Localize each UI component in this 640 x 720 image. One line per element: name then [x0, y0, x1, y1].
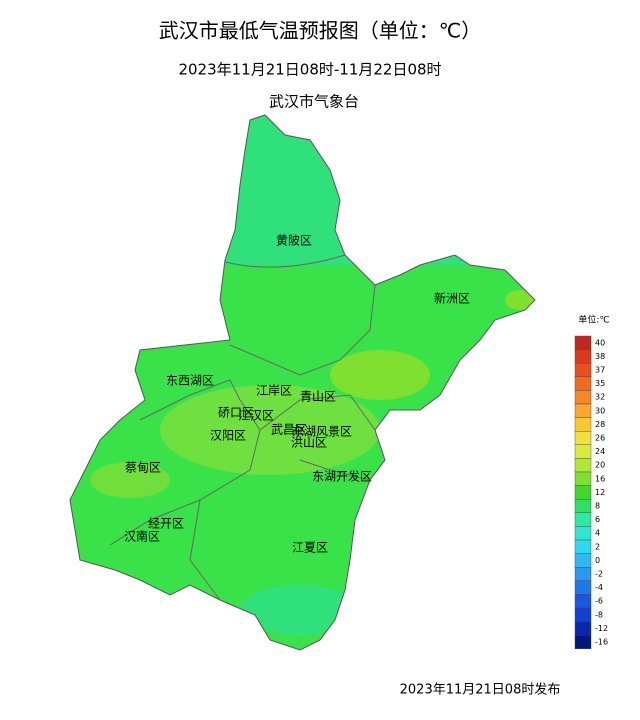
- legend-label: 20: [595, 461, 605, 470]
- legend-label: 0: [595, 556, 600, 565]
- legend-label: 16: [595, 474, 605, 483]
- district-label: 江岸区: [256, 384, 292, 398]
- legend-label: 26: [595, 434, 605, 443]
- legend-swatch: [574, 553, 592, 568]
- district-label: 汉南区: [124, 529, 160, 544]
- district-label: 经开区: [148, 517, 184, 531]
- legend-label: 30: [595, 406, 605, 415]
- legend-label: 37: [595, 366, 605, 375]
- legend-swatch: [574, 417, 592, 432]
- legend-swatch: [574, 526, 592, 541]
- legend-label: 28: [595, 420, 605, 429]
- legend-label: -8: [595, 610, 603, 619]
- legend-label: 35: [595, 379, 605, 388]
- legend-title: 单位:℃: [578, 314, 609, 326]
- district-label: 黄陂区: [276, 233, 312, 248]
- district-label: 武昌区: [271, 423, 307, 437]
- legend-label: 32: [595, 393, 605, 402]
- district-label: 汉阳区: [210, 429, 246, 443]
- district-borders: [109, 254, 376, 601]
- district-label: 青山区: [300, 390, 336, 404]
- issuer: 武汉市气象台: [269, 93, 359, 111]
- footer: 2023年11月21日08时发布: [400, 682, 561, 698]
- legend-swatch: [574, 403, 592, 418]
- legend-swatch: [574, 607, 592, 622]
- legend-swatch: [574, 512, 592, 527]
- subtitle: 2023年11月21日08时-11月22日08时: [178, 61, 441, 79]
- legend-swatch: [574, 485, 592, 500]
- legend-label: -16: [595, 638, 608, 647]
- legend-swatch: [574, 390, 592, 405]
- legend-label: 12: [595, 488, 605, 497]
- legend-swatch: [574, 567, 592, 582]
- legend-swatch: [574, 431, 592, 446]
- district-label: 东湖开发区: [312, 469, 372, 484]
- legend-swatch: [574, 349, 592, 364]
- legend-swatch: [574, 539, 592, 554]
- legend-swatch: [574, 363, 592, 378]
- district-label: 洪山区: [291, 436, 327, 450]
- legend-label: 2: [595, 542, 600, 551]
- legend-label: 8: [595, 502, 600, 511]
- district-label: 东西湖区: [166, 373, 214, 388]
- title: 武汉市最低气温预报图（单位：℃）: [159, 19, 481, 43]
- legend-swatch: [574, 594, 592, 609]
- district-label: 江汉区: [238, 409, 274, 423]
- legend-swatch: [574, 499, 592, 514]
- legend-swatch: [574, 471, 592, 486]
- legend-swatch: [574, 444, 592, 459]
- legend-label: 38: [595, 352, 605, 361]
- legend-label: -6: [595, 597, 603, 606]
- legend-label: -2: [595, 570, 603, 579]
- legend-swatch: [574, 621, 592, 636]
- district-label: 新洲区: [434, 291, 470, 306]
- legend-label: -12: [595, 624, 608, 633]
- legend-swatch: [574, 335, 592, 350]
- district-label: 硚口区: [218, 406, 254, 420]
- district-label: 江夏区: [292, 541, 328, 555]
- legend-label: 6: [595, 515, 600, 524]
- legend-swatch: [574, 580, 592, 595]
- legend-swatch: [574, 635, 592, 650]
- legend-label: 4: [595, 529, 600, 538]
- legend-label: 40: [595, 338, 605, 347]
- legend-swatch: [574, 458, 592, 473]
- legend-label: 24: [595, 447, 605, 456]
- district-label: 蔡甸区: [125, 461, 161, 475]
- legend-label: -4: [595, 583, 603, 592]
- district-label: 东湖风景区: [292, 424, 352, 439]
- legend-swatch: [574, 376, 592, 391]
